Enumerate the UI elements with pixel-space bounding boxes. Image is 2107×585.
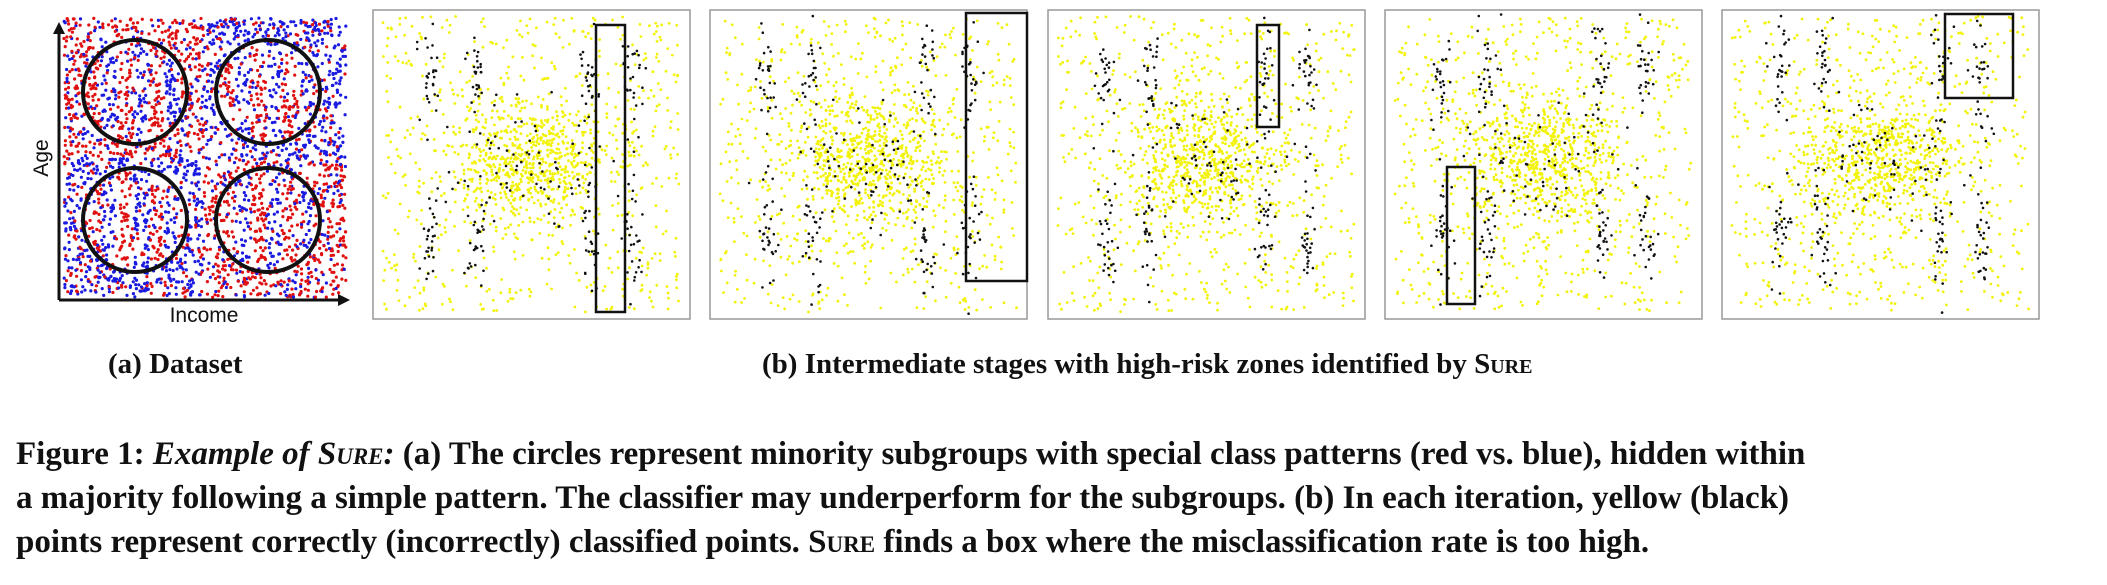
caption-label: Figure 1: xyxy=(16,436,153,472)
stage-points xyxy=(381,15,681,314)
dataset-panel: Income Age xyxy=(30,16,350,327)
caption-title-prefix: Example of xyxy=(152,436,318,472)
subcaption-stages-text: (b) Intermediate stages with high-risk z… xyxy=(762,348,1475,380)
method-name: Sure xyxy=(808,524,876,560)
subgroup-circle-bottom-left xyxy=(81,166,189,274)
figure-graphics: Income Age xyxy=(30,9,2040,327)
method-name: Sure xyxy=(317,436,384,472)
caption-line-1-text: (a) The circles represent minority subgr… xyxy=(394,436,1806,472)
stage-panel-2 xyxy=(709,9,1029,320)
subcaption-stages: (b) Intermediate stages with high-risk z… xyxy=(762,348,1532,381)
high-risk-box xyxy=(1943,12,2015,100)
subgroup-circle-top-right xyxy=(214,38,322,146)
subgroup-circle-bottom-right xyxy=(214,166,322,274)
y-axis-label: Age xyxy=(30,139,53,176)
subgroup-circle-top-left xyxy=(81,38,189,146)
stage-points xyxy=(1056,15,1356,313)
caption-line-3-rest: finds a box where the misclassification … xyxy=(875,524,1650,560)
x-axis-label: Income xyxy=(170,304,239,327)
method-name: Sure xyxy=(1474,348,1533,380)
subcaption-dataset: (a) Dataset xyxy=(108,348,243,380)
x-axis-arrow-icon xyxy=(338,294,350,306)
high-risk-box xyxy=(594,23,627,314)
stage-panel-3 xyxy=(1047,9,1366,320)
stage-panel-5 xyxy=(1721,9,2040,320)
stage-panel-4 xyxy=(1384,9,1703,320)
high-risk-box xyxy=(964,11,1029,283)
high-risk-box xyxy=(1445,165,1477,306)
caption-title: Example of Sure: xyxy=(153,436,395,472)
high-risk-box xyxy=(1255,23,1281,129)
caption-line-3: points represent correctly (incorrectly)… xyxy=(16,520,2101,564)
stage-points xyxy=(1730,14,2030,314)
caption-line-1: Figure 1: Example of Sure: (a) The circl… xyxy=(16,432,2101,476)
y-axis-arrow-icon xyxy=(53,22,65,34)
stage-panel-frame xyxy=(709,9,1028,320)
caption-line-3-text: points represent correctly (incorrectly)… xyxy=(16,524,809,560)
caption-line-2: a majority following a simple pattern. T… xyxy=(16,480,1790,516)
stage-panel-1 xyxy=(372,9,691,320)
stage-points xyxy=(1393,13,1693,312)
figure-caption: Figure 1: Example of Sure: (a) The circl… xyxy=(16,432,2101,564)
caption-title-suffix: : xyxy=(383,436,395,472)
